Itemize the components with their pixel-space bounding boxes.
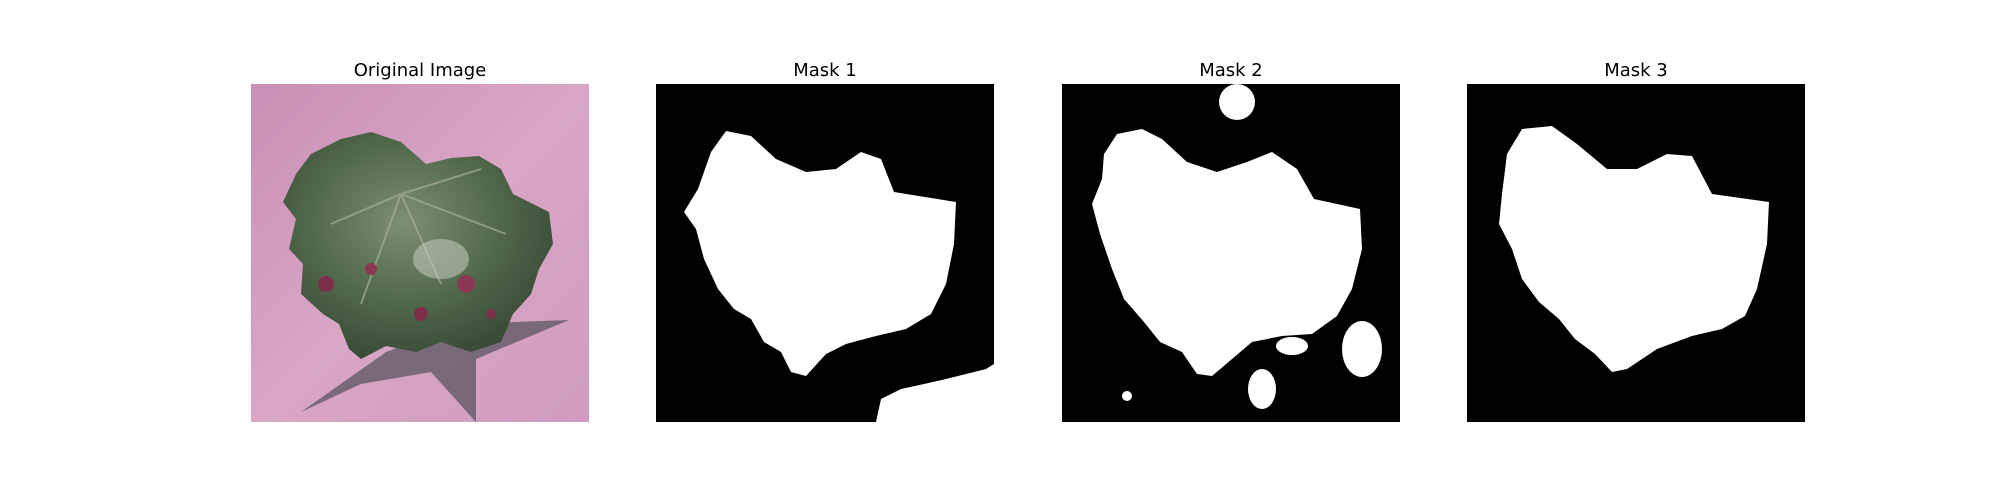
mask-region-noise xyxy=(1248,369,1276,409)
mask-region-leaf xyxy=(684,131,956,376)
mask-1 xyxy=(656,84,994,422)
panel-title: Mask 3 xyxy=(1604,60,1668,81)
original-image xyxy=(251,84,589,422)
leaf-highlight xyxy=(413,239,469,279)
leaf-spot xyxy=(414,307,428,321)
panel-mask-3: Mask 3 xyxy=(1467,58,1805,422)
leaf-spot xyxy=(365,263,377,275)
leaf-photo xyxy=(251,84,589,422)
leaf-spot xyxy=(457,275,475,293)
panel-title: Original Image xyxy=(353,60,487,81)
panel-mask-2: Mask 2 xyxy=(1062,58,1400,422)
panel-original-image: Original Image xyxy=(251,58,589,422)
panel-title: Mask 1 xyxy=(793,60,857,81)
leaf-shadow xyxy=(301,320,569,422)
panel-mask-1: Mask 1 xyxy=(656,58,994,422)
mask-region-noise xyxy=(1276,337,1308,355)
mask-3-image xyxy=(1467,84,1805,422)
mask-region-noise xyxy=(1122,391,1132,401)
panel-title: Mask 2 xyxy=(1199,60,1263,81)
leaf xyxy=(283,132,553,359)
leaf-veins xyxy=(330,168,507,305)
mask-region-noise xyxy=(1342,321,1382,377)
mask-1-image xyxy=(656,84,994,422)
mask-2 xyxy=(1062,84,1400,422)
mask-2-image xyxy=(1062,84,1400,422)
mask-region-leaf xyxy=(1092,129,1362,376)
leaf-spot xyxy=(486,309,496,319)
mask-region-noise xyxy=(876,364,994,422)
mask-3 xyxy=(1467,84,1805,422)
mask-region-leaf xyxy=(1499,126,1769,372)
leaf-spot xyxy=(318,276,334,292)
mask-region-noise xyxy=(1219,84,1255,120)
